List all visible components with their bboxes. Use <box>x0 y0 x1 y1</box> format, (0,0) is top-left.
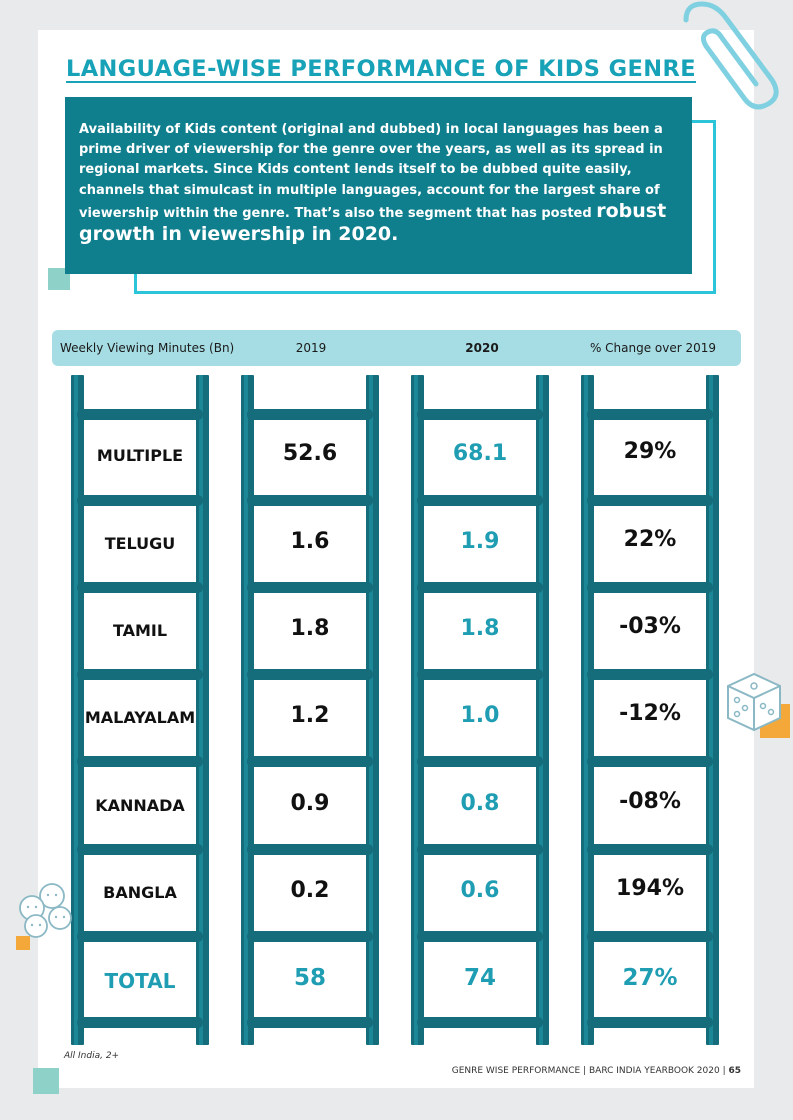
value-change: 194% <box>616 876 684 901</box>
row-language: MALAYALAM <box>84 708 196 727</box>
ladder-rung <box>77 756 203 767</box>
ladder-rung <box>77 409 203 420</box>
page-title: LANGUAGE-WISE PERFORMANCE OF KIDS GENRE <box>66 56 696 82</box>
row-language: TAMIL <box>112 621 168 640</box>
row-language: TELUGU <box>104 534 176 553</box>
ladder-rung <box>417 582 543 593</box>
ladder-rung <box>587 1017 713 1028</box>
ladder-rung <box>77 669 203 680</box>
ladder-rung <box>77 931 203 942</box>
ladder-rung <box>587 844 713 855</box>
value-change: -08% <box>619 789 681 814</box>
ladder-rung <box>417 495 543 506</box>
ladder-rung <box>417 756 543 767</box>
ladder-rung <box>247 582 373 593</box>
row-language: BANGLA <box>103 883 177 902</box>
ladder-rung <box>587 409 713 420</box>
value-2019: 1.2 <box>290 703 330 728</box>
value-2020: 1.9 <box>460 529 500 554</box>
total-2020: 74 <box>463 965 496 991</box>
ladder-rung <box>77 582 203 593</box>
ladder-rung <box>247 756 373 767</box>
decorative-square-bottom <box>33 1068 59 1094</box>
header-2019: 2019 <box>295 341 327 355</box>
ladder-rung <box>247 931 373 942</box>
total-label: TOTAL <box>104 969 176 993</box>
value-change: 22% <box>623 527 677 552</box>
ladder-2019: 52.6 1.6 1.8 1.2 0.9 0.2 58 <box>241 375 379 1045</box>
value-2019: 1.8 <box>290 616 330 641</box>
value-2020: 0.8 <box>460 791 500 816</box>
ladder-rung <box>77 844 203 855</box>
header-2020: 2020 <box>465 341 499 355</box>
ladder-rung <box>417 1017 543 1028</box>
table-header: Weekly Viewing Minutes (Bn) 2019 2020 % … <box>52 330 741 366</box>
header-metric: Weekly Viewing Minutes (Bn) <box>60 341 235 355</box>
page-footer: GENRE WISE PERFORMANCE | BARC INDIA YEAR… <box>452 1066 741 1076</box>
ladder-rail <box>71 375 84 1045</box>
kids-faces-icon <box>16 883 72 950</box>
value-2019: 1.6 <box>290 529 330 554</box>
ladder-rung <box>587 582 713 593</box>
ladder-rung <box>417 409 543 420</box>
value-2019: 0.2 <box>290 878 330 903</box>
page-number: 65 <box>728 1066 741 1076</box>
ladder-change: 29% 22% -03% -12% -08% 194% 27% <box>581 375 719 1045</box>
ladder-rung <box>247 844 373 855</box>
ladder-rung <box>417 931 543 942</box>
ladder-rail <box>706 375 719 1045</box>
value-change: -03% <box>619 614 681 639</box>
dice-icon <box>727 672 790 738</box>
value-2020: 68.1 <box>452 441 508 466</box>
total-change: 27% <box>622 965 678 991</box>
intro-emphasis: robust growth in viewership in 2020. <box>79 199 667 246</box>
value-change: -12% <box>619 701 681 726</box>
total-2019: 58 <box>293 965 326 991</box>
footnote: All India, 2+ <box>64 1051 120 1061</box>
ladder-rung <box>587 931 713 942</box>
ladder-rung <box>247 669 373 680</box>
ladder-rung <box>77 1017 203 1028</box>
ladder-rung <box>587 669 713 680</box>
ladder-language: MULTIPLE TELUGU TAMIL MALAYALAM KANNADA … <box>71 375 209 1045</box>
intro-text-box: Availability of Kids content (original a… <box>65 97 692 274</box>
paper-clip-icon <box>683 1 779 110</box>
row-language: KANNADA <box>95 796 185 815</box>
ladder-2020: 68.1 1.9 1.8 1.0 0.8 0.6 74 <box>411 375 549 1045</box>
ladder-rail <box>366 375 379 1045</box>
ladder-rung <box>587 495 713 506</box>
ladder-rail <box>581 375 594 1045</box>
ladder-rail <box>196 375 209 1045</box>
ladder-rung <box>417 669 543 680</box>
value-2020: 1.8 <box>460 616 500 641</box>
ladder-rail <box>241 375 254 1045</box>
decorative-square <box>48 268 70 290</box>
ladder-rung <box>247 409 373 420</box>
ladder-rung <box>247 495 373 506</box>
row-language: MULTIPLE <box>96 446 184 465</box>
value-change: 29% <box>623 439 677 464</box>
ladder-rail <box>536 375 549 1045</box>
value-2020: 0.6 <box>460 878 500 903</box>
value-2019: 0.9 <box>290 791 330 816</box>
value-2019: 52.6 <box>282 441 338 466</box>
ladder-rung <box>417 844 543 855</box>
value-2020: 1.0 <box>460 703 500 728</box>
ladder-rung <box>77 495 203 506</box>
ladder-rail <box>411 375 424 1045</box>
header-change: % Change over 2019 <box>589 341 717 355</box>
ladder-rung <box>247 1017 373 1028</box>
intro-text: Availability of Kids content (original a… <box>79 122 663 221</box>
footer-text: GENRE WISE PERFORMANCE | BARC INDIA YEAR… <box>451 1066 729 1076</box>
ladder-rung <box>587 756 713 767</box>
